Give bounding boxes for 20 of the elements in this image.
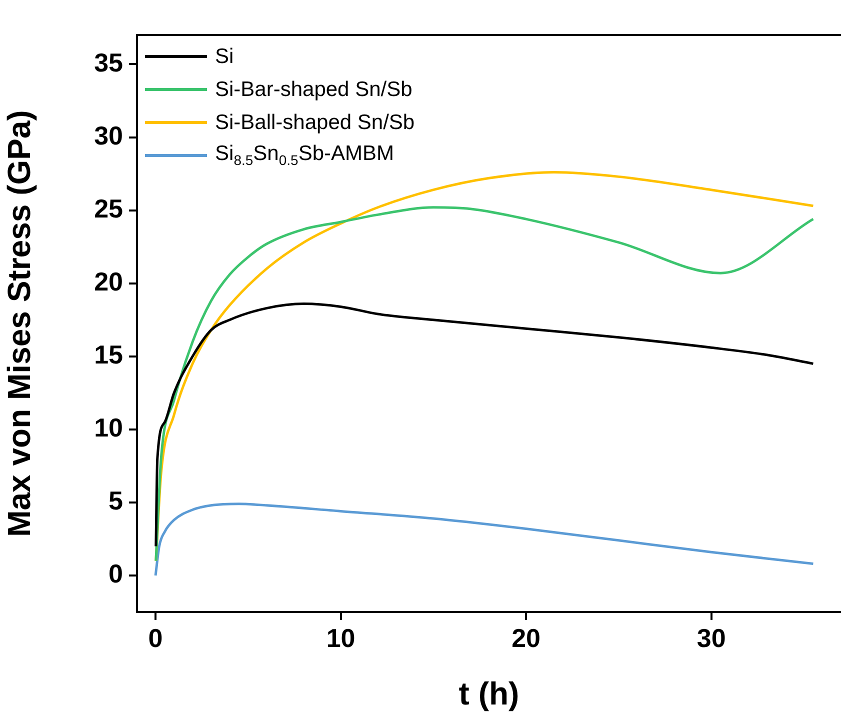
- y-tick-label: 20: [94, 266, 123, 296]
- x-tick-label: 0: [148, 622, 163, 653]
- y-tick-label: 25: [94, 193, 123, 224]
- x-axis-title: t (h): [458, 676, 520, 712]
- y-tick-label: 10: [94, 412, 123, 443]
- x-tick-label: 30: [696, 622, 726, 653]
- y-tick-label: 30: [94, 120, 123, 150]
- y-tick-label: 5: [108, 486, 123, 516]
- y-tick-label: 0: [108, 558, 123, 589]
- y-tick-label: 35: [94, 47, 123, 78]
- legend-label: Si-Ball-shaped Sn/Sb: [215, 110, 415, 134]
- line-series: [154, 302, 814, 548]
- x-tick-label: 10: [326, 622, 356, 653]
- line-series: [154, 502, 814, 577]
- y-axis-title: Max von Mises Stress (GPa): [1, 110, 38, 537]
- y-tick-label: 15: [94, 340, 123, 370]
- legend-label: Si: [215, 44, 234, 68]
- legend-label: Si-Bar-shaped Sn/Sb: [215, 78, 412, 102]
- x-tick-label: 20: [512, 622, 541, 653]
- legend-label: Si$_{8.5}$Sn$_{0.5}$Sb-AMBM: [215, 142, 394, 169]
